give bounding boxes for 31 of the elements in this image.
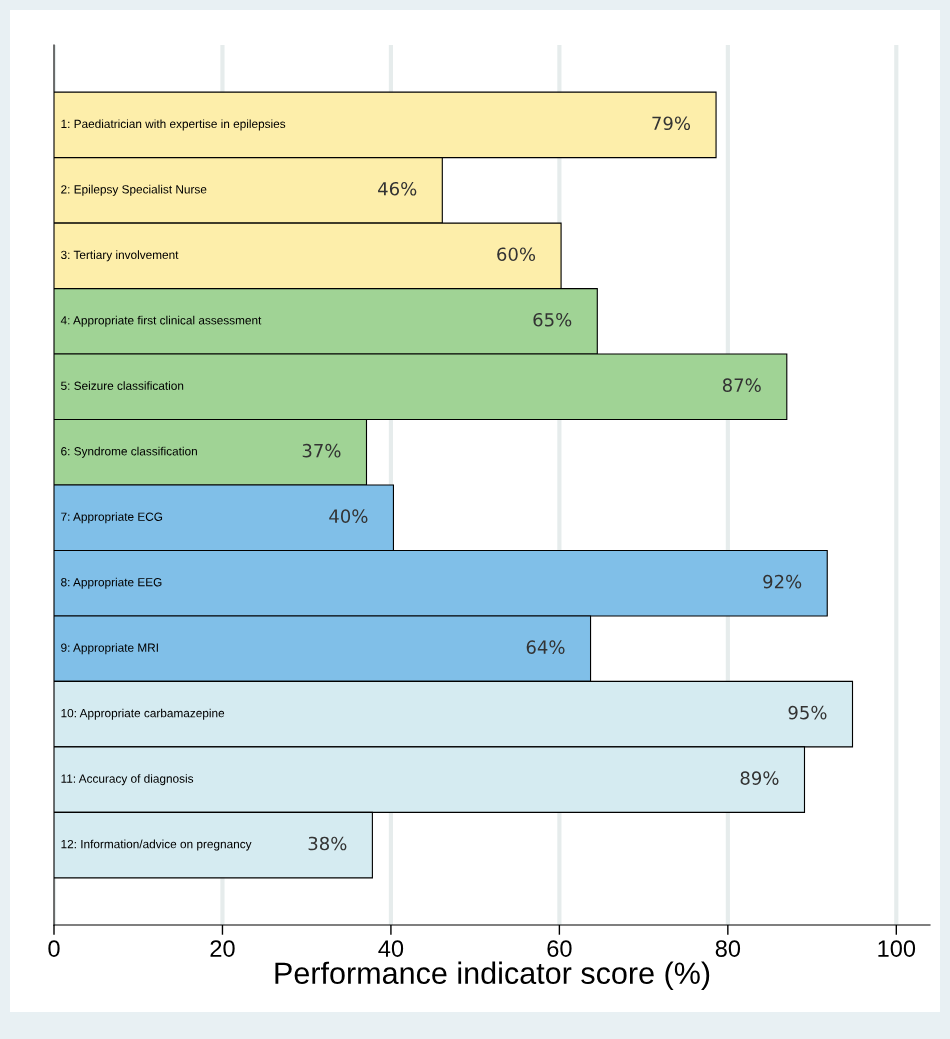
y-tick-label: 6: Syndrome classification — [61, 446, 197, 458]
y-tick-label: 7: Appropriate ECG — [61, 512, 163, 524]
data-label: 87% — [722, 378, 761, 393]
data-label: 37% — [302, 443, 341, 458]
x-tick-label: 80 — [715, 940, 741, 957]
y-tick-label: 9: Appropriate MRI — [61, 643, 158, 655]
data-label: 40% — [329, 509, 368, 523]
data-label: 46% — [378, 181, 417, 196]
x-tick-label: 0 — [48, 940, 60, 957]
y-tick-label: 4: Appropriate first clinical assessment — [60, 315, 262, 327]
y-tick-label: 10: Appropriate carbamazepine — [61, 708, 225, 720]
x-axis-title: Performance indicator score (%) — [275, 961, 710, 991]
x-tick-label: 20 — [210, 940, 235, 957]
y-tick-label: 1: Paediatrician with expertise in epilepsies — [61, 119, 286, 131]
x-tick-label: 100 — [878, 940, 916, 957]
data-label: 64% — [526, 640, 565, 654]
y-tick-label: 2: Epilepsy Specialist Nurse — [61, 184, 207, 196]
x-tick-label: 60 — [547, 940, 572, 957]
y-tick-label: 12: Information/advice on pregnancy — [61, 839, 252, 851]
data-label: 65% — [533, 312, 572, 327]
x-tick-label: 40 — [378, 940, 404, 957]
y-tick-label: 5: Seizure classification — [61, 381, 184, 390]
data-label: 79% — [652, 116, 691, 131]
y-tick-label: 8: Appropriate EEG — [61, 577, 162, 589]
data-label: 92% — [763, 574, 802, 589]
data-label: 38% — [308, 836, 347, 851]
data-label: 60% — [497, 247, 536, 262]
y-tick-label: 3: Tertiary involvement — [61, 250, 179, 262]
data-label: 89% — [740, 771, 779, 785]
y-tick-label: 11: Accuracy of diagnosis — [61, 774, 194, 786]
data-label: 95% — [788, 705, 827, 720]
